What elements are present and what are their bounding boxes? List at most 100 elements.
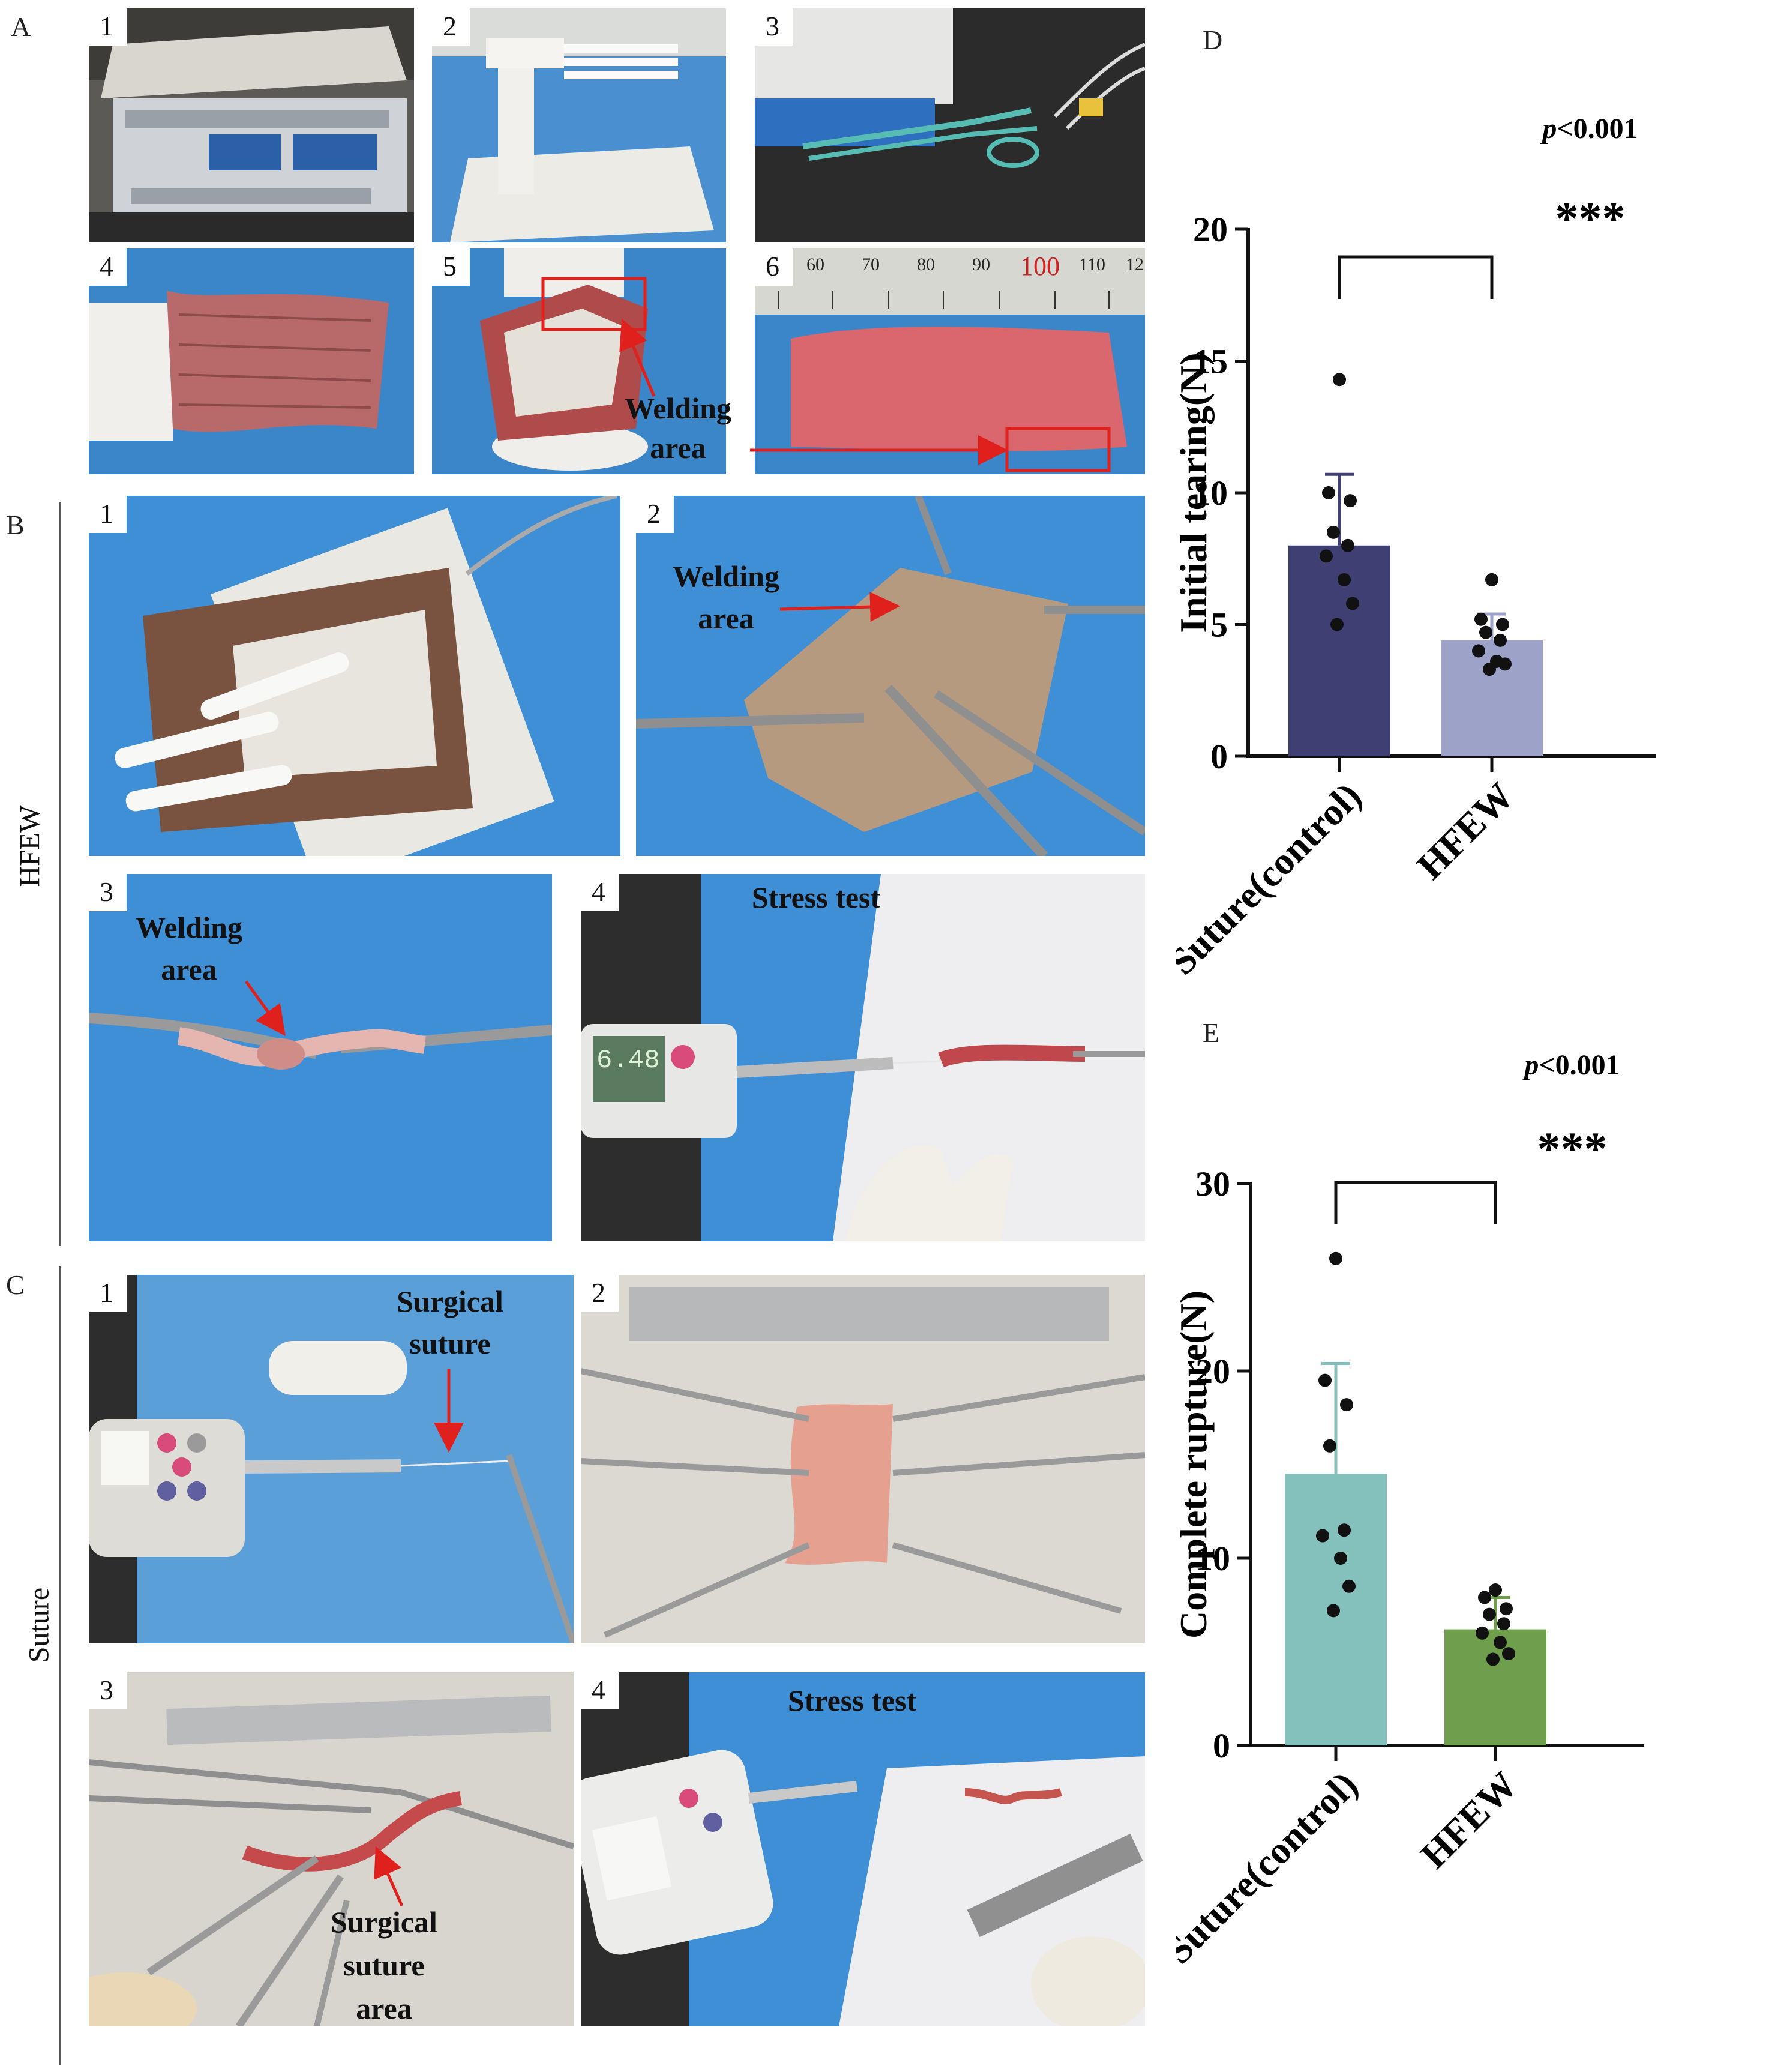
p-symbol: p xyxy=(1540,113,1557,145)
photo-b2-welded-tissue-opened: 2 xyxy=(636,496,1145,856)
data-point xyxy=(1316,1529,1329,1543)
force-gauge-reading: 6.48 xyxy=(596,1046,660,1076)
photo-a4-tissue-on-mold: 4 xyxy=(89,248,414,474)
welding-area-label-a: Welding area xyxy=(606,390,750,466)
photo-a2-welding-mold: 2 xyxy=(432,8,726,242)
y-tick-label: 0 xyxy=(1210,737,1228,776)
data-point xyxy=(1320,549,1333,563)
side-divider-b xyxy=(59,502,61,1246)
p-threshold: <0.001 xyxy=(1557,113,1638,145)
data-point xyxy=(1485,573,1498,586)
y-tick-label: 20 xyxy=(1193,210,1228,249)
label-line: Welding xyxy=(673,559,779,593)
photo-number: 2 xyxy=(432,8,470,46)
data-point xyxy=(1333,373,1346,387)
ruler-label-12: 12 xyxy=(1126,254,1144,274)
y-tick-label: 20 xyxy=(1195,1352,1230,1391)
chart-d-svg: p<0.001 *** 0 5 10 15 20 Initial tearing(N) Sutu… xyxy=(1176,113,1656,983)
p-value-label: p<0.001 xyxy=(1522,1049,1620,1081)
photo-a1-electrosurgical-unit: 1 xyxy=(89,8,414,242)
surgical-suture-label-c1: Surgical suture xyxy=(366,1283,534,1361)
data-point xyxy=(1474,612,1488,626)
photo-number: 4 xyxy=(581,1672,619,1709)
label-line: suture xyxy=(343,1948,425,1982)
bar-hfew xyxy=(1444,1629,1546,1745)
significance-bracket xyxy=(1338,255,1494,299)
data-point xyxy=(1478,1591,1491,1604)
data-point xyxy=(1502,1647,1515,1661)
y-tick-label: 10 xyxy=(1193,474,1228,513)
photo-number: 3 xyxy=(89,1672,127,1709)
data-point xyxy=(1483,1607,1496,1621)
data-point xyxy=(1486,1652,1500,1666)
photo-number: 1 xyxy=(89,8,127,46)
data-point xyxy=(1472,644,1485,658)
data-point xyxy=(1494,1636,1507,1649)
photo-c1-suture-setup: 1 xyxy=(89,1275,574,1643)
photo-b1-welded-tube-on-mold: 1 xyxy=(89,496,620,856)
ruler-label-100: 100 xyxy=(1020,251,1060,281)
data-point xyxy=(1344,494,1357,508)
data-point xyxy=(1500,1602,1513,1616)
data-point xyxy=(1327,525,1340,539)
photo-number: 4 xyxy=(89,248,127,286)
data-point xyxy=(1489,1583,1502,1597)
surgical-suture-area-label-c3: Surgical suture area xyxy=(294,1904,474,2026)
data-point xyxy=(1483,663,1496,676)
photo-number: 5 xyxy=(432,248,470,286)
ruler-label-70: 70 xyxy=(862,254,880,274)
data-point xyxy=(1318,1373,1332,1387)
label-line: Welding xyxy=(136,911,242,944)
p-symbol: p xyxy=(1522,1049,1539,1081)
y-tick-label: 10 xyxy=(1195,1539,1230,1578)
label-line: area xyxy=(161,953,217,986)
data-point xyxy=(1323,1439,1336,1453)
x-tick-label: HFEW xyxy=(1412,1763,1525,1876)
panel-letter-d: D xyxy=(1203,25,1223,55)
x-tick-label: Suture(control) xyxy=(1176,774,1369,983)
photo-c4-stress-test-suture: 4 xyxy=(581,1672,1145,2026)
label-line: suture xyxy=(409,1327,491,1360)
photo-c3-sutured-tissue-clamped: 3 xyxy=(89,1672,574,2026)
significance-stars: *** xyxy=(1555,192,1626,244)
data-point xyxy=(1330,618,1344,631)
panel-letter-b: B xyxy=(6,510,25,540)
y-tick-label: 30 xyxy=(1195,1164,1230,1203)
stress-test-label-b4: Stress test xyxy=(751,881,881,914)
data-point xyxy=(1341,538,1354,552)
data-point xyxy=(1479,625,1492,639)
data-point xyxy=(1338,573,1351,586)
data-point xyxy=(1476,1626,1489,1640)
photo-number: 4 xyxy=(581,874,619,911)
data-point xyxy=(1338,1523,1351,1537)
label-line: area xyxy=(356,1992,412,2025)
photo-a3-welding-forceps: 3 xyxy=(755,8,1145,242)
data-point xyxy=(1496,618,1509,631)
photo-c2-sutured-tissue: 2 xyxy=(581,1275,1145,1643)
chart-e-complete-rupture: p<0.001 *** 0 10 20 30 Complete rupture(N) Sutu… xyxy=(1176,1014,1752,2059)
data-point xyxy=(1498,657,1512,671)
side-divider-c xyxy=(59,1266,61,2065)
photo-number: 6 xyxy=(755,248,793,286)
y-axis-label: Complete rupture(N) xyxy=(1176,1290,1215,1639)
label-line: area xyxy=(650,431,706,465)
label-line: area xyxy=(698,601,754,635)
welding-area-label-b3: Welding area xyxy=(120,909,258,987)
photo-number: 3 xyxy=(755,8,793,46)
ruler-label-110: 110 xyxy=(1079,254,1105,274)
ruler-label-80: 80 xyxy=(917,254,935,274)
photo-b4-stress-test-hfew: 4 6.48 xyxy=(581,874,1145,1241)
y-tick-label: 5 xyxy=(1210,606,1228,645)
stress-test-label-c4: Stress test xyxy=(787,1684,917,1717)
data-point xyxy=(1494,633,1507,647)
panel-letter-a: A xyxy=(11,11,31,42)
photo-number: 1 xyxy=(89,1275,127,1312)
p-value-label: p<0.001 xyxy=(1540,113,1638,145)
x-tick-label: Suture(control) xyxy=(1176,1763,1366,1972)
chart-e-svg: p<0.001 *** 0 10 20 30 Complete rupture(N) Sutu… xyxy=(1176,1049,1644,1972)
ruler-label-60: 60 xyxy=(806,254,824,274)
y-tick-label: 15 xyxy=(1193,342,1228,381)
data-point xyxy=(1327,1604,1340,1618)
panel-letter-c: C xyxy=(6,1269,25,1300)
